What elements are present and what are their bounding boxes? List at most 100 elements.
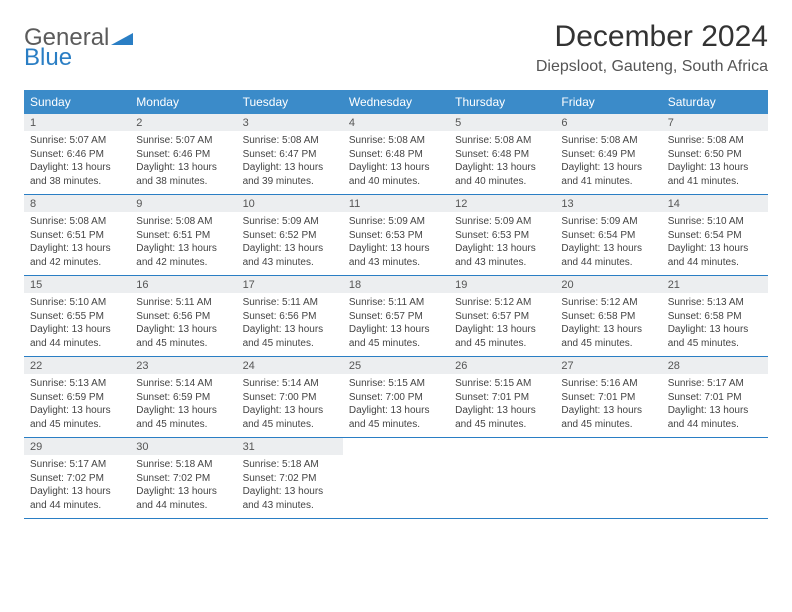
sunrise-line: Sunrise: 5:17 AM bbox=[668, 377, 762, 391]
day-number-cell: 6 bbox=[555, 114, 661, 131]
sunrise-line: Sunrise: 5:11 AM bbox=[136, 296, 230, 310]
sunrise-line: Sunrise: 5:15 AM bbox=[455, 377, 549, 391]
day-detail-cell: Sunrise: 5:09 AMSunset: 6:53 PMDaylight:… bbox=[343, 212, 449, 276]
day-detail-cell: Sunrise: 5:12 AMSunset: 6:58 PMDaylight:… bbox=[555, 293, 661, 357]
day-detail-cell: Sunrise: 5:11 AMSunset: 6:57 PMDaylight:… bbox=[343, 293, 449, 357]
day-number-cell: 31 bbox=[237, 438, 343, 456]
day-number-cell: 8 bbox=[24, 195, 130, 213]
sunrise-line: Sunrise: 5:16 AM bbox=[561, 377, 655, 391]
day-number-cell: 21 bbox=[662, 276, 768, 294]
day-number-cell: 5 bbox=[449, 114, 555, 131]
day-detail-cell: Sunrise: 5:08 AMSunset: 6:51 PMDaylight:… bbox=[24, 212, 130, 276]
day-detail-cell: Sunrise: 5:08 AMSunset: 6:50 PMDaylight:… bbox=[662, 131, 768, 195]
daylight-line: Daylight: 13 hours and 41 minutes. bbox=[561, 161, 655, 188]
day-detail-cell: Sunrise: 5:15 AMSunset: 7:00 PMDaylight:… bbox=[343, 374, 449, 438]
sunrise-line: Sunrise: 5:08 AM bbox=[136, 215, 230, 229]
day-detail-cell: Sunrise: 5:09 AMSunset: 6:54 PMDaylight:… bbox=[555, 212, 661, 276]
sunrise-line: Sunrise: 5:14 AM bbox=[243, 377, 337, 391]
day-number-cell: 25 bbox=[343, 357, 449, 375]
day-detail-cell: Sunrise: 5:09 AMSunset: 6:53 PMDaylight:… bbox=[449, 212, 555, 276]
sunset-line: Sunset: 6:52 PM bbox=[243, 229, 337, 243]
daylight-line: Daylight: 13 hours and 42 minutes. bbox=[30, 242, 124, 269]
day-detail-cell: Sunrise: 5:10 AMSunset: 6:55 PMDaylight:… bbox=[24, 293, 130, 357]
logo-text-blue: Blue bbox=[24, 44, 72, 71]
sunset-line: Sunset: 6:56 PM bbox=[243, 310, 337, 324]
sunset-line: Sunset: 6:48 PM bbox=[349, 148, 443, 162]
daylight-line: Daylight: 13 hours and 43 minutes. bbox=[455, 242, 549, 269]
day-detail-cell: Sunrise: 5:10 AMSunset: 6:54 PMDaylight:… bbox=[662, 212, 768, 276]
day-detail-row: Sunrise: 5:07 AMSunset: 6:46 PMDaylight:… bbox=[24, 131, 768, 195]
sunrise-line: Sunrise: 5:10 AM bbox=[30, 296, 124, 310]
title-block: December 2024 Diepsloot, Gauteng, South … bbox=[536, 20, 768, 76]
day-number-cell: 23 bbox=[130, 357, 236, 375]
daylight-line: Daylight: 13 hours and 44 minutes. bbox=[30, 485, 124, 512]
day-number-cell: 4 bbox=[343, 114, 449, 131]
day-number-cell: 29 bbox=[24, 438, 130, 456]
sunset-line: Sunset: 6:58 PM bbox=[561, 310, 655, 324]
day-number-cell: 12 bbox=[449, 195, 555, 213]
logo-triangle-icon bbox=[111, 26, 133, 50]
day-number-cell: 3 bbox=[237, 114, 343, 131]
day-number-cell: 18 bbox=[343, 276, 449, 294]
sunset-line: Sunset: 6:57 PM bbox=[455, 310, 549, 324]
daylight-line: Daylight: 13 hours and 40 minutes. bbox=[349, 161, 443, 188]
day-number-cell: 28 bbox=[662, 357, 768, 375]
calendar-table: Sunday Monday Tuesday Wednesday Thursday… bbox=[24, 90, 768, 519]
daylight-line: Daylight: 13 hours and 43 minutes. bbox=[349, 242, 443, 269]
day-number-cell: 27 bbox=[555, 357, 661, 375]
day-number-cell: 10 bbox=[237, 195, 343, 213]
daylight-line: Daylight: 13 hours and 38 minutes. bbox=[30, 161, 124, 188]
sunrise-line: Sunrise: 5:09 AM bbox=[243, 215, 337, 229]
sunset-line: Sunset: 6:48 PM bbox=[455, 148, 549, 162]
day-detail-cell: Sunrise: 5:16 AMSunset: 7:01 PMDaylight:… bbox=[555, 374, 661, 438]
sunset-line: Sunset: 7:02 PM bbox=[243, 472, 337, 486]
day-detail-cell: Sunrise: 5:11 AMSunset: 6:56 PMDaylight:… bbox=[237, 293, 343, 357]
weekday-tuesday: Tuesday bbox=[237, 90, 343, 114]
day-detail-cell: Sunrise: 5:17 AMSunset: 7:01 PMDaylight:… bbox=[662, 374, 768, 438]
sunset-line: Sunset: 6:56 PM bbox=[136, 310, 230, 324]
sunrise-line: Sunrise: 5:09 AM bbox=[455, 215, 549, 229]
weekday-header-row: Sunday Monday Tuesday Wednesday Thursday… bbox=[24, 90, 768, 114]
day-detail-row: Sunrise: 5:13 AMSunset: 6:59 PMDaylight:… bbox=[24, 374, 768, 438]
sunrise-line: Sunrise: 5:07 AM bbox=[30, 134, 124, 148]
day-detail-cell bbox=[343, 455, 449, 519]
day-number-row: 22232425262728 bbox=[24, 357, 768, 375]
day-number-cell: 14 bbox=[662, 195, 768, 213]
location: Diepsloot, Gauteng, South Africa bbox=[536, 58, 768, 76]
daylight-line: Daylight: 13 hours and 45 minutes. bbox=[561, 323, 655, 350]
weekday-saturday: Saturday bbox=[662, 90, 768, 114]
day-number-cell: 19 bbox=[449, 276, 555, 294]
day-detail-cell bbox=[555, 455, 661, 519]
sunset-line: Sunset: 7:02 PM bbox=[136, 472, 230, 486]
daylight-line: Daylight: 13 hours and 42 minutes. bbox=[136, 242, 230, 269]
sunset-line: Sunset: 6:54 PM bbox=[561, 229, 655, 243]
daylight-line: Daylight: 13 hours and 44 minutes. bbox=[136, 485, 230, 512]
sunset-line: Sunset: 6:58 PM bbox=[668, 310, 762, 324]
daylight-line: Daylight: 13 hours and 38 minutes. bbox=[136, 161, 230, 188]
daylight-line: Daylight: 13 hours and 40 minutes. bbox=[455, 161, 549, 188]
daylight-line: Daylight: 13 hours and 45 minutes. bbox=[455, 323, 549, 350]
daylight-line: Daylight: 13 hours and 44 minutes. bbox=[561, 242, 655, 269]
sunrise-line: Sunrise: 5:11 AM bbox=[243, 296, 337, 310]
day-number-cell: 22 bbox=[24, 357, 130, 375]
sunset-line: Sunset: 7:01 PM bbox=[561, 391, 655, 405]
daylight-line: Daylight: 13 hours and 45 minutes. bbox=[30, 404, 124, 431]
day-detail-cell: Sunrise: 5:09 AMSunset: 6:52 PMDaylight:… bbox=[237, 212, 343, 276]
day-number-cell: 26 bbox=[449, 357, 555, 375]
sunset-line: Sunset: 6:46 PM bbox=[136, 148, 230, 162]
weekday-sunday: Sunday bbox=[24, 90, 130, 114]
sunrise-line: Sunrise: 5:13 AM bbox=[668, 296, 762, 310]
day-number-cell bbox=[449, 438, 555, 456]
header: General Blue December 2024 Diepsloot, Ga… bbox=[24, 20, 768, 76]
day-number-row: 891011121314 bbox=[24, 195, 768, 213]
daylight-line: Daylight: 13 hours and 44 minutes. bbox=[668, 404, 762, 431]
logo: General Blue bbox=[24, 20, 133, 70]
day-detail-row: Sunrise: 5:17 AMSunset: 7:02 PMDaylight:… bbox=[24, 455, 768, 519]
day-detail-row: Sunrise: 5:10 AMSunset: 6:55 PMDaylight:… bbox=[24, 293, 768, 357]
sunrise-line: Sunrise: 5:09 AM bbox=[561, 215, 655, 229]
day-detail-cell: Sunrise: 5:07 AMSunset: 6:46 PMDaylight:… bbox=[130, 131, 236, 195]
weekday-wednesday: Wednesday bbox=[343, 90, 449, 114]
sunrise-line: Sunrise: 5:08 AM bbox=[243, 134, 337, 148]
sunset-line: Sunset: 6:51 PM bbox=[30, 229, 124, 243]
weekday-friday: Friday bbox=[555, 90, 661, 114]
